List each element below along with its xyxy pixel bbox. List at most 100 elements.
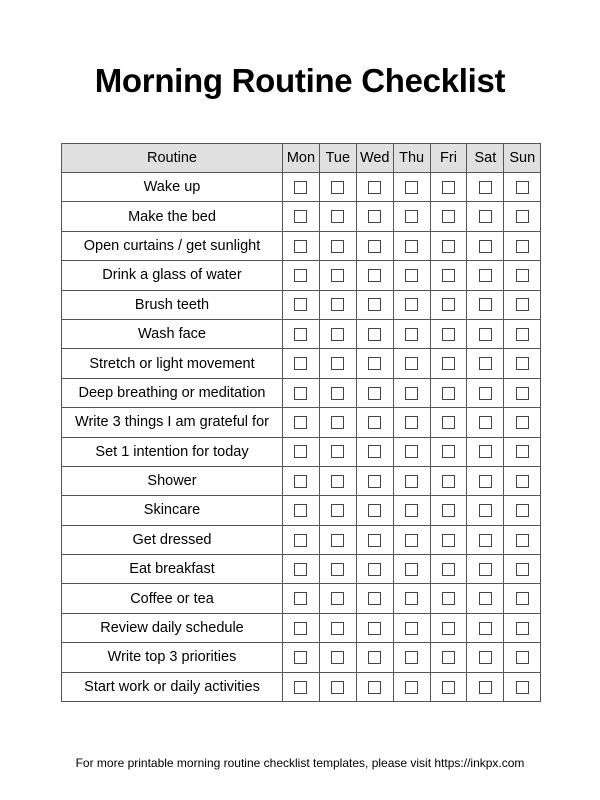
- checkbox-sat[interactable]: [478, 445, 492, 459]
- checkbox-mon[interactable]: [294, 504, 308, 518]
- checkbox-tue[interactable]: [331, 680, 345, 694]
- checkbox-sun[interactable]: [515, 504, 529, 518]
- checkbox-thu[interactable]: [405, 180, 419, 194]
- checkbox-sun[interactable]: [515, 210, 529, 224]
- checkbox-fri[interactable]: [442, 592, 455, 606]
- checkbox-fri[interactable]: [442, 445, 455, 459]
- checkbox-sat[interactable]: [478, 298, 492, 312]
- checkbox-tue[interactable]: [331, 504, 345, 518]
- checkbox-sat[interactable]: [478, 621, 492, 635]
- checkbox-thu[interactable]: [405, 298, 419, 312]
- checkbox-fri[interactable]: [442, 621, 455, 635]
- checkbox-fri[interactable]: [442, 504, 455, 518]
- checkbox-thu[interactable]: [405, 680, 419, 694]
- checkbox-mon[interactable]: [294, 651, 308, 665]
- checkbox-sat[interactable]: [478, 180, 492, 194]
- checkbox-wed[interactable]: [368, 180, 382, 194]
- checkbox-mon[interactable]: [294, 562, 308, 576]
- checkbox-wed[interactable]: [368, 239, 382, 253]
- checkbox-mon[interactable]: [294, 180, 308, 194]
- checkbox-thu[interactable]: [405, 327, 419, 341]
- checkbox-tue[interactable]: [331, 239, 345, 253]
- checkbox-sat[interactable]: [478, 504, 492, 518]
- checkbox-sat[interactable]: [478, 651, 492, 665]
- checkbox-mon[interactable]: [294, 386, 308, 400]
- checkbox-sat[interactable]: [478, 533, 492, 547]
- checkbox-thu[interactable]: [405, 504, 419, 518]
- checkbox-thu[interactable]: [405, 474, 419, 488]
- checkbox-sun[interactable]: [515, 180, 529, 194]
- checkbox-sat[interactable]: [478, 269, 492, 283]
- checkbox-sun[interactable]: [515, 651, 529, 665]
- checkbox-mon[interactable]: [294, 445, 308, 459]
- checkbox-thu[interactable]: [405, 592, 419, 606]
- checkbox-sun[interactable]: [515, 415, 529, 429]
- checkbox-wed[interactable]: [368, 445, 382, 459]
- checkbox-wed[interactable]: [368, 562, 382, 576]
- checkbox-sun[interactable]: [515, 327, 529, 341]
- checkbox-tue[interactable]: [331, 180, 345, 194]
- checkbox-sun[interactable]: [515, 298, 529, 312]
- checkbox-tue[interactable]: [331, 327, 345, 341]
- checkbox-mon[interactable]: [294, 621, 308, 635]
- checkbox-sun[interactable]: [515, 533, 529, 547]
- checkbox-wed[interactable]: [368, 533, 382, 547]
- checkbox-sun[interactable]: [515, 474, 529, 488]
- checkbox-wed[interactable]: [368, 621, 382, 635]
- checkbox-tue[interactable]: [331, 533, 345, 547]
- checkbox-thu[interactable]: [405, 239, 419, 253]
- checkbox-thu[interactable]: [405, 651, 419, 665]
- checkbox-fri[interactable]: [442, 474, 455, 488]
- checkbox-sun[interactable]: [515, 680, 529, 694]
- checkbox-fri[interactable]: [442, 210, 455, 224]
- checkbox-tue[interactable]: [331, 269, 345, 283]
- checkbox-tue[interactable]: [331, 651, 345, 665]
- checkbox-sun[interactable]: [515, 592, 529, 606]
- checkbox-sun[interactable]: [515, 269, 529, 283]
- checkbox-wed[interactable]: [368, 504, 382, 518]
- checkbox-mon[interactable]: [294, 239, 308, 253]
- checkbox-fri[interactable]: [442, 680, 455, 694]
- checkbox-tue[interactable]: [331, 415, 345, 429]
- checkbox-fri[interactable]: [442, 651, 455, 665]
- checkbox-thu[interactable]: [405, 386, 419, 400]
- checkbox-fri[interactable]: [442, 533, 455, 547]
- checkbox-fri[interactable]: [442, 562, 455, 576]
- checkbox-thu[interactable]: [405, 562, 419, 576]
- checkbox-wed[interactable]: [368, 210, 382, 224]
- checkbox-fri[interactable]: [442, 327, 455, 341]
- checkbox-sat[interactable]: [478, 239, 492, 253]
- checkbox-mon[interactable]: [294, 327, 308, 341]
- checkbox-wed[interactable]: [368, 298, 382, 312]
- checkbox-thu[interactable]: [405, 533, 419, 547]
- checkbox-tue[interactable]: [331, 621, 345, 635]
- checkbox-wed[interactable]: [368, 415, 382, 429]
- checkbox-tue[interactable]: [331, 445, 345, 459]
- checkbox-sat[interactable]: [478, 415, 492, 429]
- checkbox-sat[interactable]: [478, 592, 492, 606]
- checkbox-sat[interactable]: [478, 474, 492, 488]
- checkbox-mon[interactable]: [294, 210, 308, 224]
- checkbox-mon[interactable]: [294, 357, 308, 371]
- checkbox-sun[interactable]: [515, 621, 529, 635]
- checkbox-tue[interactable]: [331, 474, 345, 488]
- checkbox-sat[interactable]: [478, 327, 492, 341]
- checkbox-sat[interactable]: [478, 386, 492, 400]
- checkbox-sat[interactable]: [478, 562, 492, 576]
- checkbox-thu[interactable]: [405, 269, 419, 283]
- checkbox-wed[interactable]: [368, 474, 382, 488]
- checkbox-wed[interactable]: [368, 269, 382, 283]
- checkbox-mon[interactable]: [294, 592, 308, 606]
- checkbox-mon[interactable]: [294, 269, 308, 283]
- checkbox-mon[interactable]: [294, 474, 308, 488]
- checkbox-mon[interactable]: [294, 533, 308, 547]
- checkbox-sun[interactable]: [515, 562, 529, 576]
- checkbox-sat[interactable]: [478, 680, 492, 694]
- checkbox-wed[interactable]: [368, 327, 382, 341]
- checkbox-mon[interactable]: [294, 298, 308, 312]
- checkbox-thu[interactable]: [405, 357, 419, 371]
- checkbox-tue[interactable]: [331, 210, 345, 224]
- checkbox-tue[interactable]: [331, 592, 345, 606]
- checkbox-thu[interactable]: [405, 621, 419, 635]
- checkbox-thu[interactable]: [405, 210, 419, 224]
